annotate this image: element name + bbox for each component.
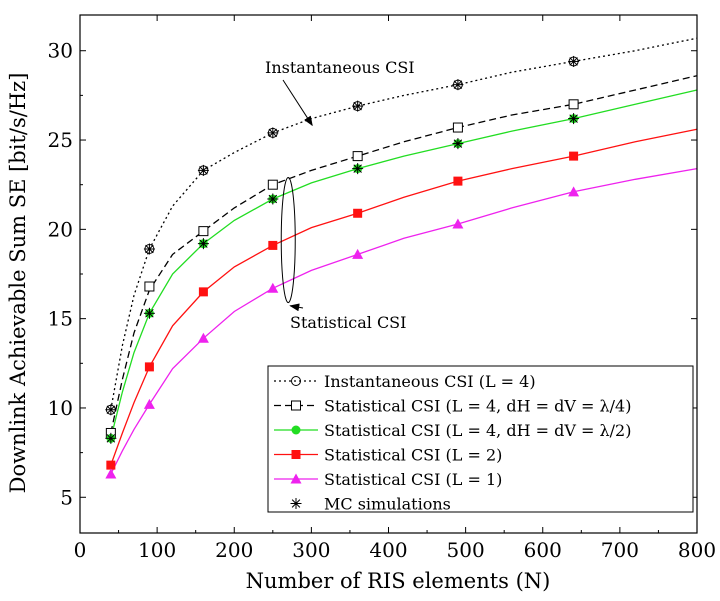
y-tick-label-20: 20	[48, 217, 73, 241]
mc-point-1-2	[143, 243, 155, 255]
mc-point-2-1	[105, 432, 117, 444]
series-4-point-7	[569, 151, 579, 161]
annotation-arrow-statistical	[289, 303, 304, 312]
series-2-point-5	[352, 151, 363, 162]
annotation-statistical-csi: Statistical CSI	[290, 313, 406, 332]
series-line-2	[110, 75, 698, 434]
series-5-point-1	[105, 468, 117, 479]
series-2-point-2	[144, 281, 155, 292]
annotations: Instantaneous CSI Statistical CSI	[265, 58, 415, 332]
series-5-point-7	[568, 186, 580, 197]
legend-label-1: Instantaneous CSI (L = 4)	[324, 372, 536, 391]
legend-marker-3	[291, 425, 301, 435]
legend-marker-5	[290, 473, 302, 484]
mc-point-2-5	[352, 163, 364, 175]
mc-point-1-1	[105, 404, 117, 416]
legend: Instantaneous CSI (L = 4) Statistical CSI…	[267, 365, 694, 514]
series-line-5	[110, 167, 698, 475]
series-4-point-1	[106, 460, 116, 470]
legend-label-6: MC simulations	[324, 495, 451, 514]
series-4-point-6	[453, 176, 463, 186]
legend-marker-6	[290, 498, 302, 509]
annotation-arrow-instantaneous	[282, 79, 313, 127]
legend-label-5: Statistical CSI (L = 1)	[324, 470, 502, 489]
series-5-point-6	[452, 218, 464, 229]
y-tick-label-15: 15	[48, 307, 73, 331]
series-line-1	[110, 37, 698, 410]
series-markers	[105, 55, 580, 479]
y-tick-label-25: 25	[48, 128, 73, 152]
y-tick-label-30: 30	[48, 39, 73, 63]
series-2-point-3	[198, 226, 209, 237]
mc-point-2-4	[267, 193, 279, 205]
series-4-point-3	[198, 287, 208, 297]
series-curves	[110, 37, 698, 475]
y-tick-label-5: 5	[60, 485, 73, 509]
mc-point-1-3	[197, 164, 209, 176]
x-tick-label-600: 600	[524, 538, 562, 562]
series-4-point-4	[268, 240, 278, 250]
series-5-point-4	[267, 282, 279, 293]
series-5-point-5	[352, 248, 364, 259]
x-axis-label: Number of RIS elements (N)	[246, 569, 551, 593]
mc-point-1-5	[352, 100, 364, 112]
x-tick-label-400: 400	[369, 538, 407, 562]
y-axis-label: Downlink Achievable Sum SE [bit/s/Hz]	[6, 73, 30, 494]
series-2-point-4	[267, 179, 278, 190]
mc-point-2-3	[197, 238, 209, 250]
axes: 0 100 200 300 400 500 600 700 800 5 10 15 20 25 30	[48, 14, 716, 562]
x-tick-label-500: 500	[447, 538, 485, 562]
series-4-point-2	[144, 362, 154, 372]
mc-point-1-4	[267, 127, 279, 139]
mc-point-1-7	[568, 55, 580, 67]
x-tick-label-100: 100	[138, 538, 176, 562]
mc-point-2-2	[143, 307, 155, 319]
statistical-csi-ellipse	[280, 177, 296, 304]
grouping-ellipse	[280, 177, 296, 304]
x-tick-label-300: 300	[292, 538, 330, 562]
legend-box	[267, 365, 694, 513]
y-tick-label-10: 10	[48, 396, 73, 420]
mc-point-2-6	[452, 138, 464, 150]
legend-label-4: Statistical CSI (L = 2)	[324, 446, 502, 465]
legend-marker-4	[291, 450, 301, 459]
series-line-4	[110, 128, 698, 466]
legend-marker-2	[291, 400, 301, 411]
series-4-point-5	[353, 208, 363, 218]
x-tick-label-700: 700	[601, 538, 639, 562]
annotation-instantaneous-csi: Instantaneous CSI	[265, 58, 415, 77]
x-tick-label-200: 200	[215, 538, 253, 562]
legend-label-2: Statistical CSI (L = 4, dH = dV = λ/4)	[324, 397, 631, 416]
x-tick-label-800: 800	[678, 538, 716, 562]
legend-label-3: Statistical CSI (L = 4, dH = dV = λ/2)	[324, 421, 631, 440]
series-5-point-3	[197, 332, 209, 343]
series-2-point-7	[568, 99, 579, 110]
mc-point-1-6	[452, 79, 464, 91]
series-2-point-6	[452, 122, 463, 133]
series-5-point-2	[143, 398, 155, 409]
x-tick-label-0: 0	[74, 538, 87, 562]
legend-marker-1	[291, 376, 301, 386]
mc-point-2-7	[568, 113, 580, 125]
